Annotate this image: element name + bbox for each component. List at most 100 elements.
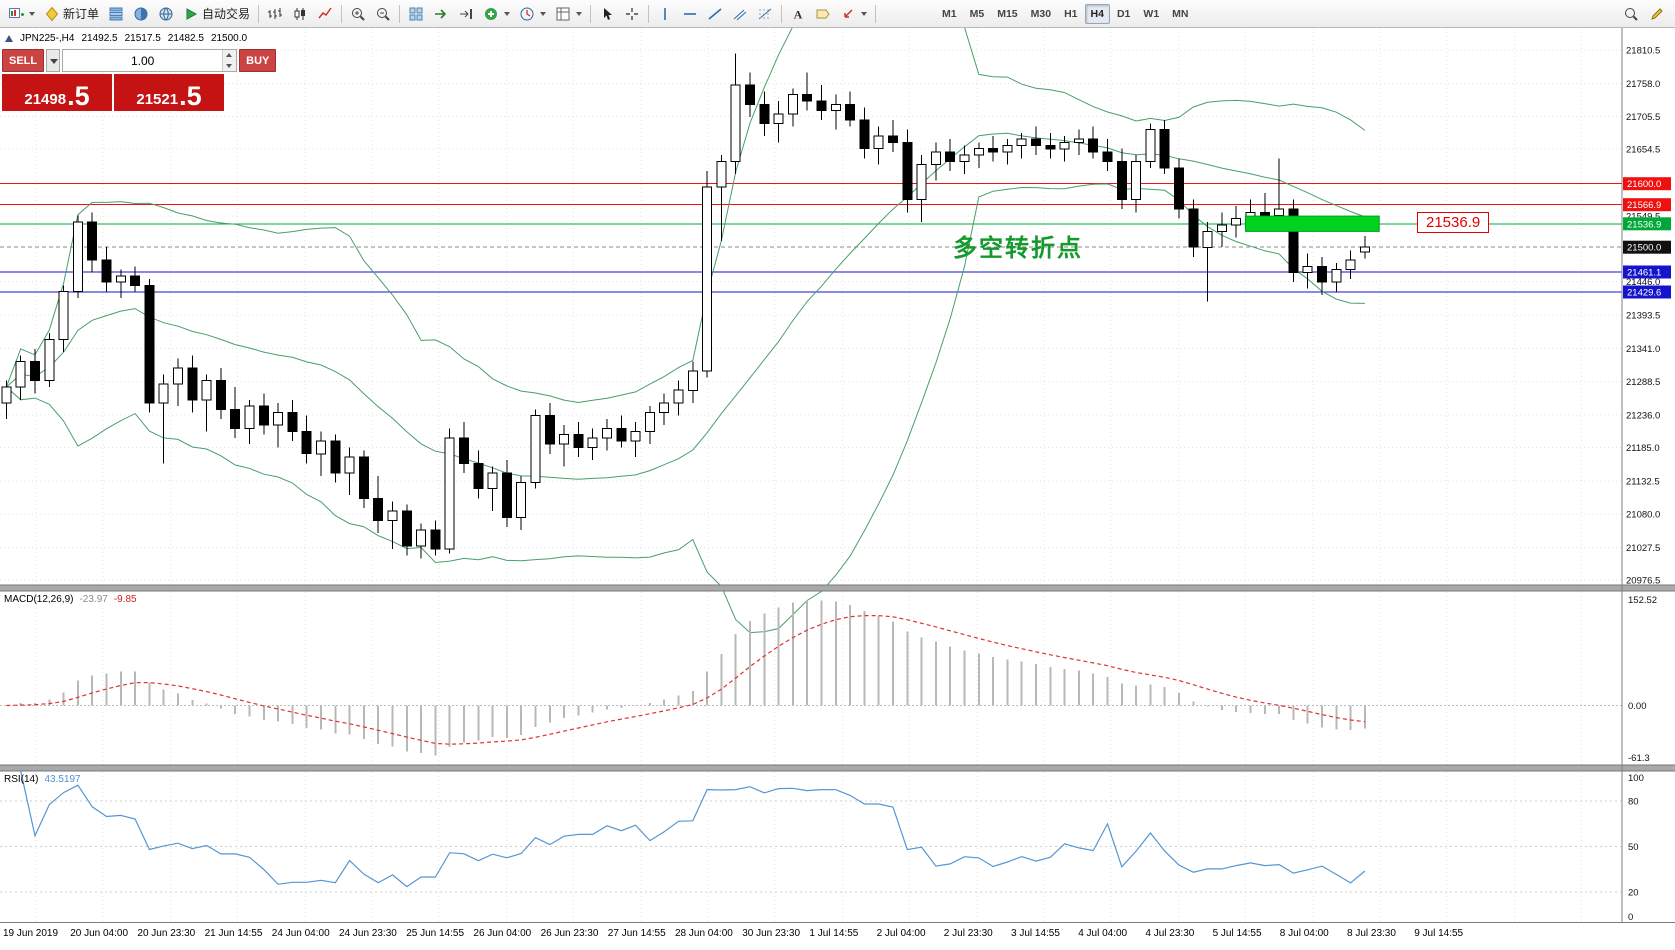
candle	[330, 440, 341, 474]
fibonacci-button[interactable]	[753, 2, 777, 26]
volume-increase-button[interactable]	[223, 50, 237, 61]
candle	[258, 405, 269, 426]
volume-dropdown-button[interactable]	[46, 49, 61, 72]
candle	[358, 456, 369, 499]
candle	[587, 437, 598, 448]
chart-shift-button[interactable]	[454, 2, 478, 26]
new-chart-button[interactable]	[4, 2, 39, 26]
navigator-button[interactable]	[154, 2, 178, 26]
data-window-button[interactable]	[129, 2, 153, 26]
vertical-line-button[interactable]	[653, 2, 677, 26]
auto-scroll-button[interactable]	[429, 2, 453, 26]
search-button[interactable]	[1619, 2, 1643, 26]
price-tick: 21288.5	[1626, 377, 1660, 388]
edit-button[interactable]	[1645, 2, 1669, 26]
timeframe-M5[interactable]: M5	[964, 4, 991, 24]
rsi-axis-tick: 0	[1628, 912, 1633, 922]
timeframe-H1[interactable]: H1	[1058, 4, 1083, 24]
line-chart-button[interactable]	[313, 2, 337, 26]
text-button[interactable]: A	[786, 2, 810, 26]
candle	[873, 135, 884, 150]
candle	[1116, 161, 1127, 201]
toolbar-separator	[781, 4, 783, 23]
time-label: 28 Jun 04:00	[675, 928, 733, 939]
timeframe-H4[interactable]: H4	[1084, 3, 1110, 24]
time-label: 20 Jun 04:00	[70, 928, 129, 939]
periods-button[interactable]	[515, 2, 550, 26]
cursor-button[interactable]	[595, 2, 619, 26]
arrows-button[interactable]	[836, 2, 871, 26]
autotrading-button[interactable]: 自动交易	[179, 2, 254, 26]
horizontal-line-button[interactable]	[678, 2, 702, 26]
tile-windows-button[interactable]	[404, 2, 428, 26]
new-order-button[interactable]: 新订单	[40, 2, 103, 26]
price-tick: 21185.0	[1626, 443, 1660, 454]
volume-decrease-button[interactable]	[223, 60, 237, 71]
candle-chart-button[interactable]	[288, 2, 312, 26]
candle	[273, 412, 284, 426]
macd-axis-max: 152.52	[1628, 595, 1657, 606]
candle	[802, 94, 813, 102]
toolbar: 新订单 自动交易 A M1 M5 M15 M30 H1 H4 D1 W1 MN	[0, 0, 1675, 28]
crosshair-button[interactable]	[620, 2, 644, 26]
market-watch-icon	[108, 6, 124, 22]
timeframe-W1[interactable]: W1	[1137, 4, 1165, 24]
price-badge-label: 21566.9	[1627, 200, 1661, 211]
indicators-button[interactable]	[479, 2, 514, 26]
channel-button[interactable]	[728, 2, 752, 26]
candle	[301, 431, 312, 455]
chart-canvas[interactable]: 21810.5 21758.0 21705.5 21654.5 21549.5 21446…	[0, 28, 1675, 922]
candle	[101, 259, 112, 283]
timeframe-MN[interactable]: MN	[1166, 4, 1194, 24]
zoom-out-button[interactable]	[371, 2, 395, 26]
candle	[344, 456, 355, 474]
price-tick: 21446.0	[1626, 277, 1660, 288]
ohlc-high: 21517.5	[124, 33, 161, 44]
candle	[830, 103, 841, 112]
buy-button[interactable]: BUY	[239, 49, 277, 72]
toolbar-separator	[341, 4, 343, 23]
zoom-in-button[interactable]	[346, 2, 370, 26]
market-watch-button[interactable]	[104, 2, 128, 26]
templates-button[interactable]	[551, 2, 586, 26]
highlight-rectangle[interactable]	[1245, 215, 1380, 232]
sell-price-main: 21498	[24, 90, 67, 108]
trendline-button[interactable]	[703, 2, 727, 26]
channel-icon	[732, 6, 748, 22]
search-icon	[1623, 6, 1639, 22]
chart-annotation[interactable]: 多空转折点	[953, 235, 1083, 262]
timeframe-D1[interactable]: D1	[1111, 4, 1136, 24]
volume-input[interactable]	[63, 50, 223, 71]
time-label: 21 Jun 14:55	[204, 928, 263, 939]
candle	[1331, 269, 1342, 283]
time-label: 8 Jul 23:30	[1347, 928, 1396, 939]
crosshair-icon	[624, 6, 640, 22]
chart-window[interactable]: 21810.5 21758.0 21705.5 21654.5 21549.5 21446…	[0, 28, 1675, 922]
timeframe-M15[interactable]: M15	[991, 4, 1023, 24]
chart-shift-icon	[458, 6, 474, 22]
text-label-button[interactable]	[811, 2, 835, 26]
candle	[158, 383, 169, 404]
rsi-pane-label: RSI(14) 43.5197	[4, 774, 81, 785]
candle	[1002, 145, 1013, 153]
buy-price[interactable]: 21521.5	[114, 74, 224, 111]
price-callout-label[interactable]: 21536.9	[1417, 212, 1490, 233]
sell-button[interactable]: SELL	[2, 49, 45, 72]
templates-icon	[555, 6, 571, 22]
price-badge-label: 21600.0	[1627, 179, 1661, 190]
timeframe-M1[interactable]: M1	[936, 4, 963, 24]
price-tick: 21393.5	[1626, 310, 1660, 321]
candle	[1059, 141, 1070, 150]
time-axis[interactable]: 19 Jun 2019 20 Jun 04:00 20 Jun 23:30 21 Ju…	[0, 922, 1675, 949]
pane-separator[interactable]	[0, 585, 1675, 591]
bar-chart-button[interactable]	[263, 2, 287, 26]
pane-separator[interactable]	[0, 765, 1675, 771]
sell-price[interactable]: 21498.5	[2, 74, 112, 111]
time-label: 4 Jul 04:00	[1078, 928, 1128, 939]
toolbar-separator	[399, 4, 401, 23]
candle	[816, 100, 827, 112]
price-badge-label: 21536.9	[1627, 219, 1661, 230]
timeframe-M30[interactable]: M30	[1025, 4, 1057, 24]
svg-text:A: A	[794, 7, 803, 21]
candle	[1302, 265, 1313, 274]
